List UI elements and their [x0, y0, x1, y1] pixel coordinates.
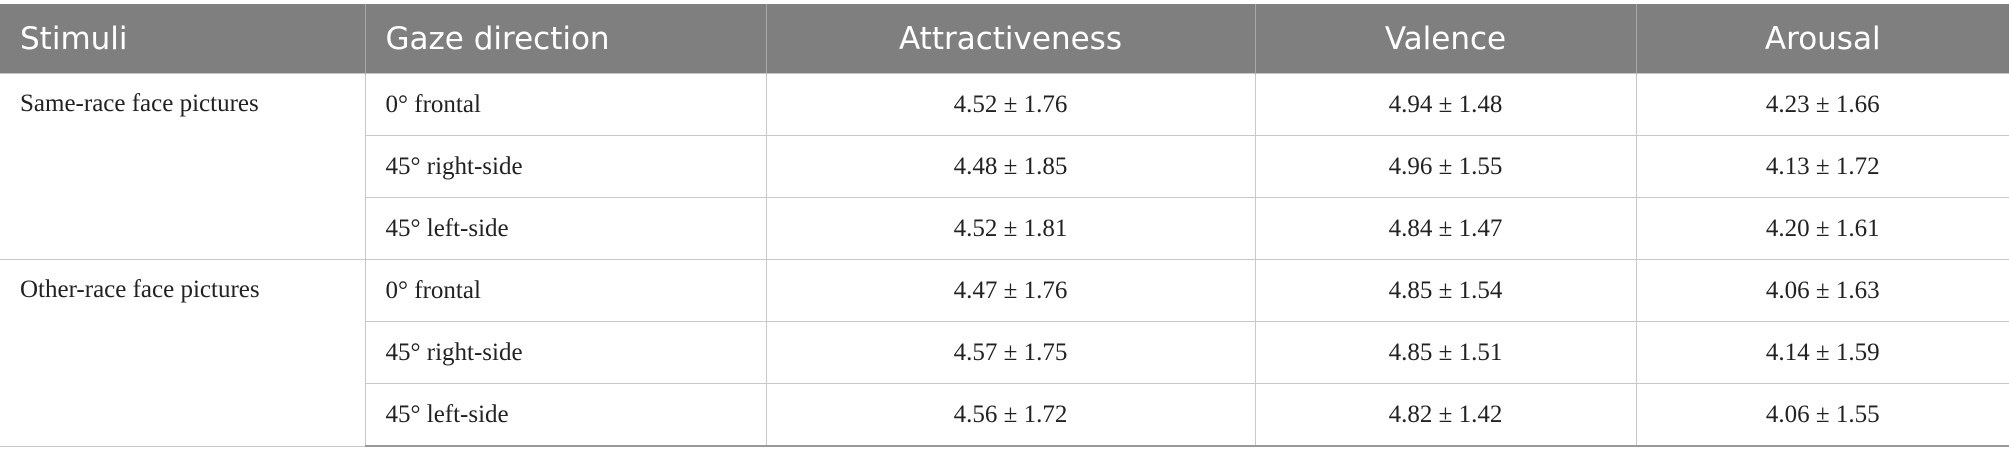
value-cell: 4.85 ± 1.54 — [1254, 259, 1637, 322]
data-table: Stimuli Gaze direction Attractiveness Valen… — [0, 4, 2009, 447]
table-body: Same-race face pictures 0° frontal 4.52 ± … — [0, 73, 2009, 447]
value-cell: 4.13 ± 1.72 — [1635, 135, 2009, 198]
value-cell: 4.96 ± 1.55 — [1254, 135, 1637, 198]
value-cell: 4.52 ± 1.76 — [765, 73, 1256, 136]
value-cell: 4.14 ± 1.59 — [1635, 321, 2009, 384]
value-cell: 4.56 ± 1.72 — [765, 383, 1256, 447]
header-cell: Valence — [1254, 4, 1636, 74]
value-cell: 4.82 ± 1.42 — [1254, 383, 1637, 447]
stimuli-cell: Other-race face pictures — [0, 259, 366, 447]
value-cell: 4.85 ± 1.51 — [1254, 321, 1637, 384]
header-cell: Stimuli — [0, 4, 365, 74]
value-cell: 4.52 ± 1.81 — [765, 197, 1256, 260]
value-cell: 4.20 ± 1.61 — [1635, 197, 2009, 260]
table-row: 45° left-side 4.52 ± 1.81 4.84 ± 1.47 4.20 … — [0, 197, 2009, 260]
gaze-cell: 0° frontal — [364, 73, 767, 136]
table-row: Other-race face pictures 0° frontal 4.47 ±… — [0, 259, 2009, 447]
stimuli-cell: Same-race face pictures — [0, 73, 366, 260]
value-cell: 4.23 ± 1.66 — [1635, 73, 2009, 136]
table-row: Same-race face pictures 0° frontal 4.52 ± … — [0, 73, 2009, 260]
table-row: 45° left-side 4.56 ± 1.72 4.82 ± 1.42 4.06 … — [0, 383, 2009, 447]
value-cell: 4.06 ± 1.55 — [1635, 383, 2009, 447]
header-cell: Gaze direction — [364, 4, 766, 74]
table-row: 45° right-side 4.48 ± 1.85 4.96 ± 1.55 4.13… — [0, 135, 2009, 198]
gaze-cell: 45° left-side — [364, 197, 767, 260]
value-cell: 4.48 ± 1.85 — [765, 135, 1256, 198]
value-cell: 4.47 ± 1.76 — [765, 259, 1256, 322]
value-cell: 4.84 ± 1.47 — [1254, 197, 1637, 260]
value-cell: 4.57 ± 1.75 — [765, 321, 1256, 384]
gaze-cell: 45° left-side — [364, 383, 767, 447]
header-cell: Arousal — [1635, 4, 2009, 74]
page: Stimuli Gaze direction Attractiveness Valen… — [0, 4, 2009, 468]
value-cell: 4.94 ± 1.48 — [1254, 73, 1637, 136]
table-row: 45° right-side 4.57 ± 1.75 4.85 ± 1.51 4.14… — [0, 321, 2009, 384]
gaze-cell: 45° right-side — [364, 321, 767, 384]
value-cell: 4.06 ± 1.63 — [1635, 259, 2009, 322]
gaze-cell: 45° right-side — [364, 135, 767, 198]
header-cell: Attractiveness — [765, 4, 1255, 74]
gaze-cell: 0° frontal — [364, 259, 767, 322]
header-row: Stimuli Gaze direction Attractiveness Valen… — [0, 4, 2009, 74]
